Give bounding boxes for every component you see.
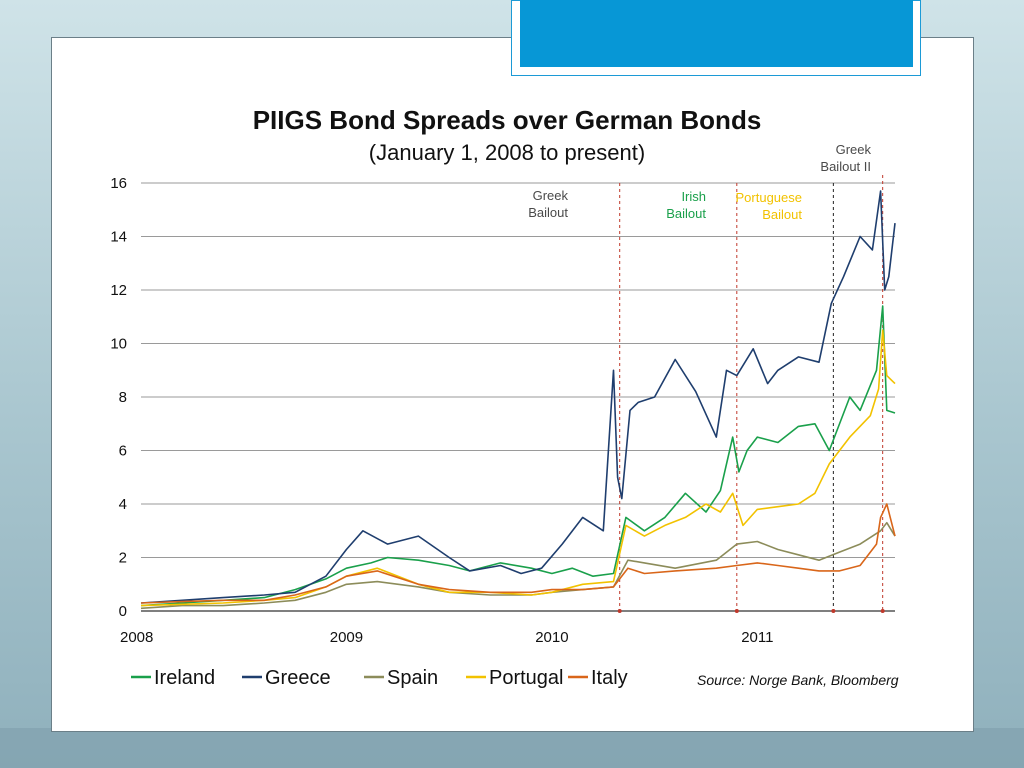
y-tick-label: 8 — [119, 389, 127, 406]
slide-panel — [51, 37, 974, 732]
event-label: Greek — [836, 142, 872, 157]
accent-box-fill — [520, 0, 913, 67]
event-marker-dot — [880, 609, 885, 613]
event-marker-dot — [831, 609, 836, 613]
y-tick-label: 2 — [119, 550, 127, 567]
event-label: Irish — [681, 189, 706, 204]
event-label: Portuguese — [736, 190, 803, 205]
x-tick-label: 2009 — [330, 629, 363, 646]
y-tick-label: 6 — [119, 443, 127, 460]
legend-label: Spain — [387, 667, 438, 689]
legend-label: Greece — [265, 667, 331, 689]
y-tick-label: 4 — [119, 496, 127, 513]
y-tick-label: 10 — [110, 336, 127, 353]
event-marker-dot — [734, 609, 739, 613]
series-line-greece — [140, 190, 896, 604]
legend-label: Italy — [591, 667, 628, 689]
event-label: Greek — [533, 188, 569, 203]
event-label: Bailout — [528, 205, 568, 220]
chart-subtitle-text: (January 1, 2008 to present) — [368, 140, 646, 165]
background-band — [0, 728, 1024, 768]
event-label: Bailout — [666, 206, 706, 221]
event-marker-dot — [617, 609, 622, 613]
series-line-ireland — [140, 305, 896, 607]
source-note: Source: Norge Bank, Bloomberg — [697, 672, 899, 688]
y-tick-label: 12 — [110, 282, 127, 299]
legend-label: Ireland — [154, 667, 215, 689]
y-tick-label: 16 — [110, 175, 127, 192]
x-tick-label: 2008 — [120, 629, 153, 646]
y-tick-label: 0 — [119, 603, 127, 620]
chart-title: PIIGS Bond Spreads over German Bonds — [0, 105, 1024, 136]
event-label: Bailout II — [820, 159, 871, 174]
event-label: Bailout — [762, 207, 802, 222]
legend-label: Portugal — [489, 667, 564, 689]
x-tick-label: 2011 — [741, 629, 773, 646]
chart-title-text: PIIGS Bond Spreads over German Bonds — [252, 105, 762, 135]
x-tick-label: 2010 — [535, 629, 568, 646]
chart-subtitle: (January 1, 2008 to present) — [0, 140, 1024, 166]
y-tick-labels: 0 2 4 6 8 10 12 14 16 — [110, 175, 127, 620]
grid-lines — [141, 182, 895, 612]
series-lines — [140, 190, 896, 610]
series-line-portugal — [140, 329, 896, 607]
legend: Ireland Greece Spain Portugal Italy — [131, 667, 628, 689]
y-tick-label: 14 — [110, 229, 127, 246]
event-markers: Greek Bailout Irish Bailout Portuguese Bailou… — [528, 142, 885, 613]
series-line-italy — [140, 503, 896, 604]
x-tick-labels: 2008 2009 2010 2011 — [120, 629, 773, 646]
